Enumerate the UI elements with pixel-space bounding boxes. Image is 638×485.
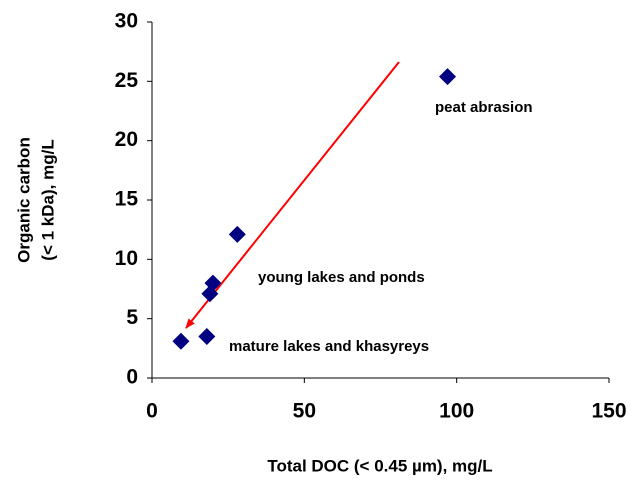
point xyxy=(228,225,246,243)
y-axis-title: (< 1 kDa), mg/L xyxy=(38,139,57,260)
y-tick-label: 25 xyxy=(115,69,139,92)
trend-arrow xyxy=(185,61,400,329)
x-tick-label: 100 xyxy=(439,400,474,423)
y-tick-label: 10 xyxy=(115,247,138,270)
x-axis-title: Total DOC (< 0.45 µm), mg/L xyxy=(267,456,492,475)
point xyxy=(439,68,457,86)
y-tick-label: 0 xyxy=(126,366,138,389)
x-tick-label: 50 xyxy=(293,400,316,423)
point xyxy=(204,274,222,292)
annotation: mature lakes and khasyreys xyxy=(229,338,429,355)
y-tick-label: 30 xyxy=(115,10,138,33)
x-tick-label: 150 xyxy=(591,400,626,423)
y-axis-title: Organic carbon xyxy=(14,137,33,263)
y-tick-label: 20 xyxy=(115,128,138,151)
point xyxy=(172,332,190,350)
y-tick-label: 5 xyxy=(126,306,138,329)
y-tick-label: 15 xyxy=(115,188,139,211)
x-tick-label: 0 xyxy=(146,400,158,423)
point xyxy=(198,327,216,345)
annotation: peat abrasion xyxy=(435,99,533,116)
annotation: young lakes and ponds xyxy=(258,269,425,286)
